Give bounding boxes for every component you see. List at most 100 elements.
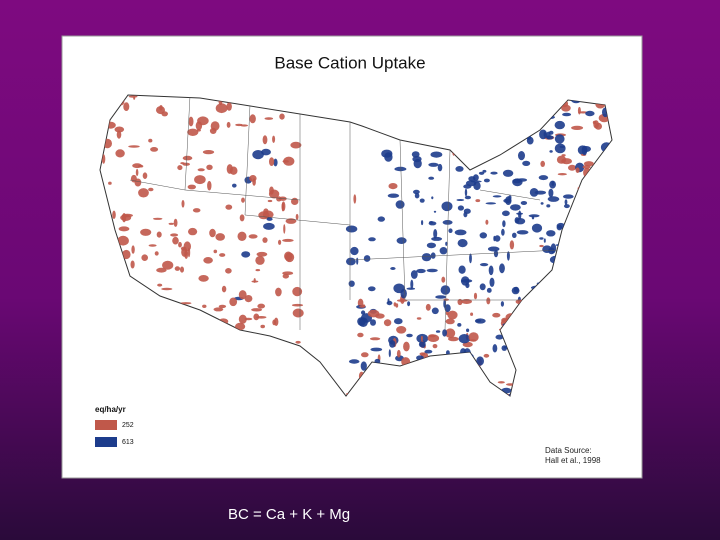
patch — [239, 214, 245, 222]
patch — [269, 157, 275, 167]
patch — [396, 237, 407, 245]
patch — [485, 219, 489, 225]
patch — [479, 283, 486, 291]
patch — [446, 350, 450, 356]
patch — [272, 135, 276, 143]
patch — [387, 298, 390, 304]
patch — [411, 151, 420, 158]
patch — [414, 193, 420, 199]
patch — [188, 116, 194, 127]
patch — [486, 297, 491, 305]
patch — [396, 349, 401, 358]
patch — [275, 287, 282, 297]
patch — [407, 301, 411, 307]
patch — [419, 352, 426, 356]
patch — [202, 150, 215, 155]
patch — [252, 150, 264, 160]
patch — [486, 287, 492, 293]
patch — [549, 150, 553, 153]
patch — [454, 229, 467, 236]
patch — [463, 212, 468, 218]
patch — [509, 240, 515, 250]
patch — [546, 204, 551, 208]
patch — [350, 246, 359, 256]
patch — [168, 222, 175, 225]
patch — [253, 278, 256, 283]
legend-label: 613 — [122, 439, 134, 446]
patch — [290, 141, 302, 149]
patch — [184, 249, 189, 259]
patch — [226, 121, 231, 128]
patch — [346, 257, 356, 266]
patch — [511, 286, 520, 295]
patch — [526, 136, 534, 145]
patch — [418, 341, 425, 348]
patch — [207, 180, 212, 191]
patch — [499, 263, 505, 274]
state-borders — [129, 95, 561, 331]
patch — [559, 145, 565, 148]
patch — [283, 224, 286, 234]
patch — [475, 199, 481, 203]
patch — [492, 344, 498, 353]
patch — [469, 253, 472, 264]
patch — [202, 304, 207, 308]
patch — [384, 152, 393, 162]
patch — [549, 180, 556, 189]
patch — [556, 224, 563, 231]
patch — [393, 283, 405, 294]
patch — [562, 112, 572, 117]
patch — [585, 110, 595, 117]
patch — [406, 333, 413, 338]
patch — [368, 237, 376, 242]
legend-swatch — [95, 420, 117, 430]
patch — [445, 318, 455, 325]
patch — [458, 265, 466, 274]
patch — [150, 147, 159, 152]
patch — [483, 178, 490, 183]
patch — [238, 290, 247, 300]
patch — [431, 196, 434, 200]
patch — [374, 358, 381, 364]
patch — [441, 276, 446, 283]
patch — [267, 199, 273, 203]
patch — [174, 266, 181, 271]
patch — [487, 246, 500, 252]
patch — [148, 138, 153, 143]
patch — [488, 265, 494, 276]
patch — [420, 335, 423, 341]
patch — [550, 243, 557, 254]
patch — [581, 145, 588, 156]
patch — [389, 340, 396, 348]
patch — [577, 106, 581, 115]
patch — [257, 303, 266, 309]
patch — [548, 188, 554, 198]
patch — [443, 299, 446, 308]
patch — [501, 228, 505, 236]
source-label: Data Source: — [545, 446, 592, 455]
patch — [368, 286, 376, 292]
patch — [203, 257, 213, 264]
patch — [249, 175, 257, 182]
patch — [172, 236, 179, 245]
patch — [431, 307, 439, 315]
patch — [493, 235, 496, 242]
patch — [177, 165, 183, 171]
patch — [416, 268, 426, 274]
patch — [480, 263, 489, 267]
patch — [377, 216, 385, 222]
patch — [445, 241, 448, 246]
patch — [482, 169, 487, 173]
patch — [219, 253, 226, 257]
patch — [209, 228, 216, 238]
patch — [114, 126, 125, 133]
patch — [244, 317, 253, 321]
patch — [500, 301, 504, 307]
patch — [244, 295, 253, 303]
patch — [213, 249, 218, 254]
patch — [359, 305, 365, 308]
patch — [444, 304, 451, 312]
patch — [148, 244, 157, 247]
patch — [483, 353, 490, 358]
patch — [291, 303, 304, 307]
